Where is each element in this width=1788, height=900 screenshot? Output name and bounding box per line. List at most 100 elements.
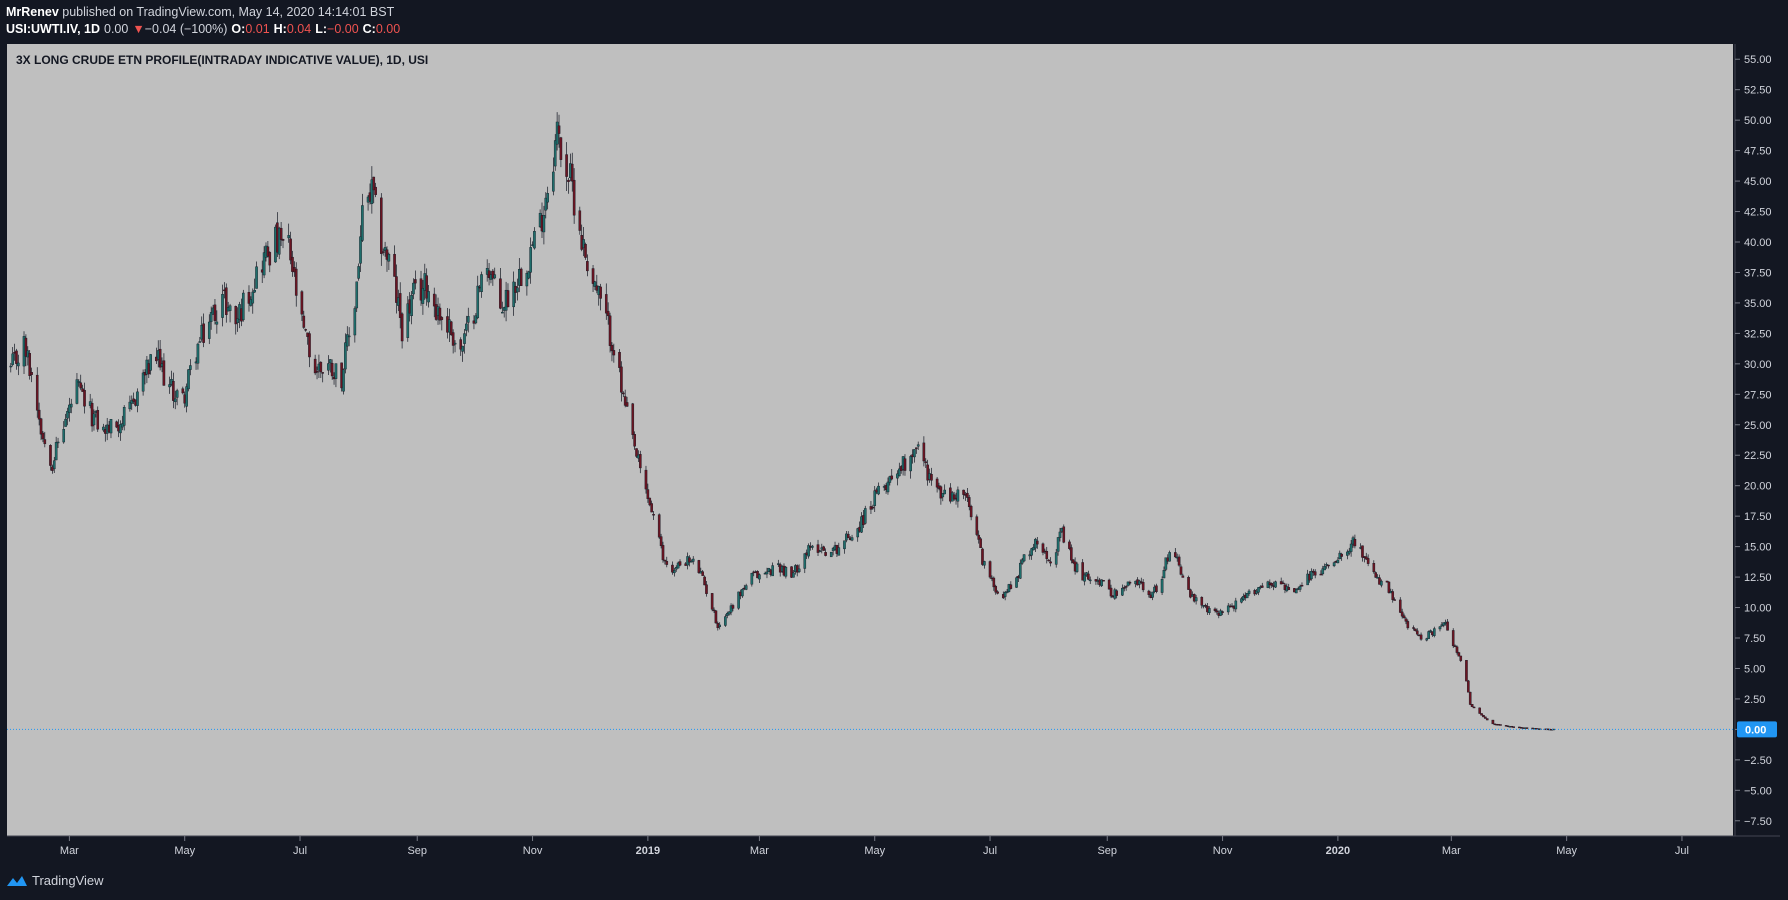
candle-body [1109, 587, 1113, 597]
candle-body [1075, 563, 1079, 572]
candle-body [606, 310, 610, 317]
candle-body [1204, 604, 1207, 607]
time-axis[interactable]: Mar May Jul Sep Nov 2019 Mar May Jul Sep Nov 2020 Ma… [60, 836, 1689, 857]
candle-body [1121, 587, 1124, 596]
candle-body [584, 243, 587, 258]
candle-body [17, 362, 20, 367]
candle-body [465, 323, 468, 331]
candle-body [1400, 611, 1404, 617]
price-axis[interactable]: 55.00 52.50 50.00 47.50 45.00 42.50 40.00 37.50… [1735, 54, 1772, 828]
last-price: 0.00 [104, 22, 129, 36]
candle-body [187, 369, 190, 390]
candle-body [451, 332, 455, 346]
y-tick-label: 25.00 [1744, 420, 1772, 432]
ohlc-line: USI:UWTI.IV, 1D 0.00 ▼−0.04 (−100%) O:0.01 H… [6, 21, 404, 38]
candle-body [1281, 582, 1285, 585]
candle-body [544, 197, 548, 211]
candle-body [621, 392, 625, 395]
candle-body [909, 456, 912, 472]
candle-body [996, 591, 999, 594]
candle-body [1300, 585, 1304, 587]
candle-body [871, 506, 875, 509]
candle-body [1160, 579, 1164, 593]
candle-body [251, 291, 255, 304]
candle-body [361, 205, 364, 241]
candle-body [427, 291, 430, 303]
candle-body [758, 574, 761, 580]
candle-body [1081, 562, 1084, 581]
candle-body [1438, 626, 1442, 630]
candle-body [1361, 545, 1364, 558]
candle-body [512, 281, 515, 308]
candle-body [661, 545, 665, 561]
candle-body [328, 359, 332, 364]
candle-body [345, 334, 349, 347]
candle-body [610, 344, 614, 352]
candle-body [1429, 630, 1432, 632]
x-tick-label: Mar [750, 845, 769, 857]
candle-body [1009, 584, 1013, 589]
candle-body [242, 292, 245, 321]
candle-body [1404, 618, 1408, 622]
candle-body [421, 288, 425, 304]
candle-body [856, 528, 860, 538]
high-label: H: [273, 22, 287, 36]
candle-body [1030, 548, 1033, 556]
brand-name[interactable]: TradingView [32, 873, 104, 888]
candle-body [109, 418, 113, 434]
candle-body [599, 286, 602, 299]
candle-body [890, 475, 894, 480]
publish-info: published on TradingView.com, May 14, 20… [62, 5, 395, 19]
candle-body [1415, 630, 1419, 635]
candle-body [1485, 718, 1489, 721]
candle-body [1327, 564, 1330, 567]
candle-body [673, 570, 676, 574]
candle-body [977, 534, 981, 540]
high-value: 0.04 [286, 22, 312, 36]
plot-area[interactable] [7, 44, 1733, 836]
y-tick-label: 47.50 [1744, 146, 1772, 158]
y-tick-label: −2.50 [1744, 755, 1772, 767]
x-tick-label: Jul [983, 845, 997, 857]
candle-body [381, 251, 385, 253]
candle-body [410, 294, 413, 317]
candle-body [1310, 570, 1313, 580]
candle-body [966, 492, 969, 498]
candle-body [300, 291, 304, 315]
candle-body [1194, 597, 1198, 602]
candle-body [1484, 716, 1487, 719]
candle-body [308, 333, 311, 358]
x-tick-label: Jul [1675, 845, 1689, 857]
candle-body [224, 287, 228, 315]
candle-body [816, 544, 820, 553]
candle-body [262, 252, 266, 276]
candle-body [659, 536, 663, 547]
candle-body [1482, 714, 1485, 718]
open-label: O: [231, 22, 246, 36]
candle-body [209, 312, 213, 322]
candle-body [975, 516, 979, 535]
symbol-label[interactable]: USI:UWTI.IV, 1D [6, 22, 100, 36]
candle-body [703, 576, 706, 586]
x-tick-label: Sep [1097, 845, 1117, 857]
candle-body [1393, 599, 1396, 601]
candle-body [1372, 563, 1376, 573]
tradingview-logo-icon[interactable] [6, 874, 28, 888]
y-tick-label: 35.00 [1744, 298, 1772, 310]
candle-body [639, 454, 642, 469]
candle-body [988, 561, 992, 578]
chart-header: MrRenev published on TradingView.com, Ma… [6, 4, 404, 38]
candle-body [49, 445, 52, 466]
low-label: L: [315, 22, 328, 36]
author-name[interactable]: MrRenev [6, 5, 59, 19]
last-price-label: 0.00 [1745, 724, 1766, 736]
candle-body [247, 291, 251, 304]
y-tick-label: 55.00 [1744, 54, 1772, 66]
y-tick-label: 7.50 [1744, 633, 1765, 645]
candle-body [873, 490, 877, 506]
candle-body [1115, 590, 1119, 596]
candle-body [618, 351, 621, 368]
candle-body [1200, 596, 1204, 606]
candle-body [1049, 561, 1052, 564]
